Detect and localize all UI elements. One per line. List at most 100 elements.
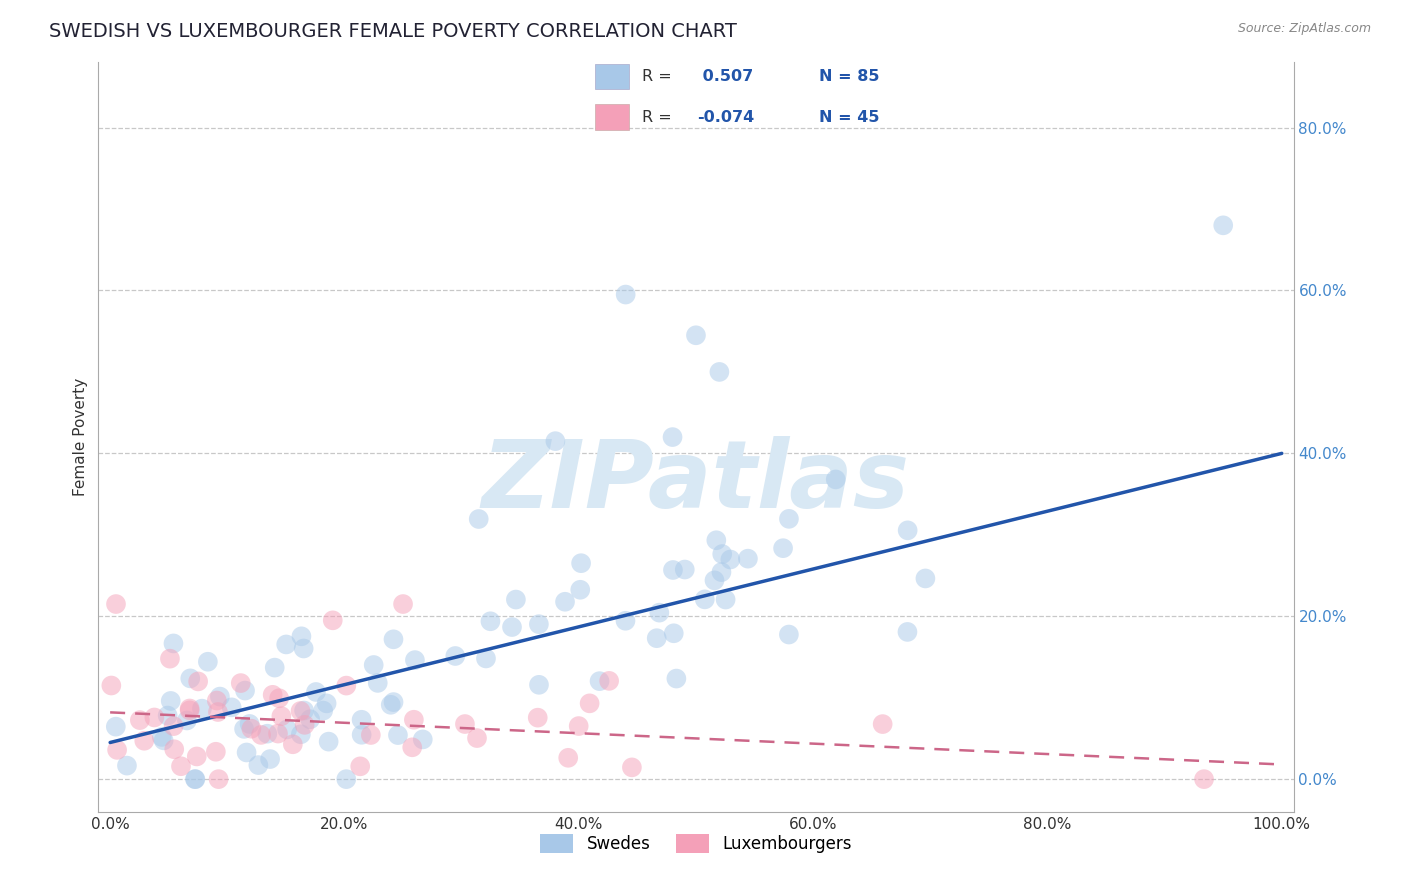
- Point: [569, 556, 592, 570]
- Point: [184, 772, 207, 786]
- Point: [276, 637, 298, 651]
- Point: [444, 648, 467, 663]
- Point: [614, 287, 637, 301]
- Point: [152, 733, 174, 747]
- Text: N = 45: N = 45: [818, 110, 879, 125]
- Text: N = 85: N = 85: [818, 69, 879, 84]
- Point: [259, 752, 281, 766]
- Point: [662, 563, 685, 577]
- Point: [294, 718, 316, 732]
- Point: [239, 717, 262, 731]
- Point: [240, 722, 263, 736]
- Point: [588, 674, 610, 689]
- Point: [335, 772, 357, 786]
- Point: [267, 726, 290, 740]
- Point: [404, 653, 426, 667]
- Point: [299, 712, 322, 726]
- Point: [737, 551, 759, 566]
- Point: [159, 694, 181, 708]
- Point: [465, 731, 488, 745]
- Point: [179, 703, 201, 717]
- Point: [350, 713, 373, 727]
- Point: [256, 727, 278, 741]
- Point: [367, 676, 389, 690]
- Point: [197, 655, 219, 669]
- Point: [412, 732, 434, 747]
- Point: [105, 597, 128, 611]
- Point: [645, 631, 668, 645]
- Point: [479, 614, 502, 628]
- Point: [150, 730, 173, 744]
- Point: [382, 695, 405, 709]
- Point: [685, 328, 707, 343]
- Point: [162, 719, 184, 733]
- Point: [387, 728, 409, 742]
- Point: [527, 678, 550, 692]
- Point: [662, 626, 685, 640]
- Point: [184, 772, 207, 786]
- Point: [614, 614, 637, 628]
- Point: [159, 651, 181, 665]
- Point: [235, 746, 257, 760]
- Point: [1192, 772, 1215, 786]
- Point: [176, 714, 198, 728]
- Point: [290, 704, 312, 718]
- Point: [208, 690, 231, 704]
- Point: [714, 592, 737, 607]
- Point: [263, 660, 285, 674]
- Point: [207, 705, 229, 719]
- Point: [824, 472, 846, 486]
- Point: [709, 365, 731, 379]
- Point: [191, 701, 214, 715]
- Text: ZIPatlas: ZIPatlas: [482, 436, 910, 528]
- Point: [105, 743, 128, 757]
- Point: [872, 717, 894, 731]
- Point: [312, 704, 335, 718]
- Point: [318, 734, 340, 748]
- Point: [281, 737, 304, 751]
- Point: [104, 720, 127, 734]
- Point: [402, 713, 425, 727]
- Point: [156, 708, 179, 723]
- Point: [914, 571, 936, 585]
- Point: [100, 679, 122, 693]
- Point: [162, 636, 184, 650]
- Point: [305, 685, 328, 699]
- Point: [221, 700, 243, 714]
- Point: [896, 624, 918, 639]
- Point: [505, 592, 527, 607]
- Point: [134, 733, 156, 747]
- Point: [292, 704, 315, 718]
- Point: [382, 632, 405, 647]
- Point: [501, 620, 523, 634]
- Point: [772, 541, 794, 556]
- Point: [335, 679, 357, 693]
- Point: [170, 759, 193, 773]
- Point: [247, 758, 270, 772]
- Point: [322, 613, 344, 627]
- Point: [276, 723, 298, 737]
- Point: [704, 533, 727, 548]
- Point: [205, 693, 228, 707]
- Point: [718, 552, 741, 566]
- Point: [233, 722, 256, 736]
- Point: [1212, 219, 1234, 233]
- Point: [665, 672, 688, 686]
- Point: [673, 562, 696, 576]
- Point: [392, 597, 415, 611]
- Point: [270, 709, 292, 723]
- Point: [557, 751, 579, 765]
- Point: [661, 430, 683, 444]
- Point: [250, 728, 273, 742]
- Text: 0.507: 0.507: [697, 69, 754, 84]
- Point: [475, 651, 498, 665]
- Point: [290, 629, 312, 643]
- Point: [578, 697, 600, 711]
- Text: R =: R =: [643, 69, 678, 84]
- Point: [290, 727, 312, 741]
- Point: [380, 698, 402, 712]
- Y-axis label: Female Poverty: Female Poverty: [73, 378, 89, 496]
- Point: [350, 728, 373, 742]
- Point: [648, 606, 671, 620]
- Point: [262, 688, 284, 702]
